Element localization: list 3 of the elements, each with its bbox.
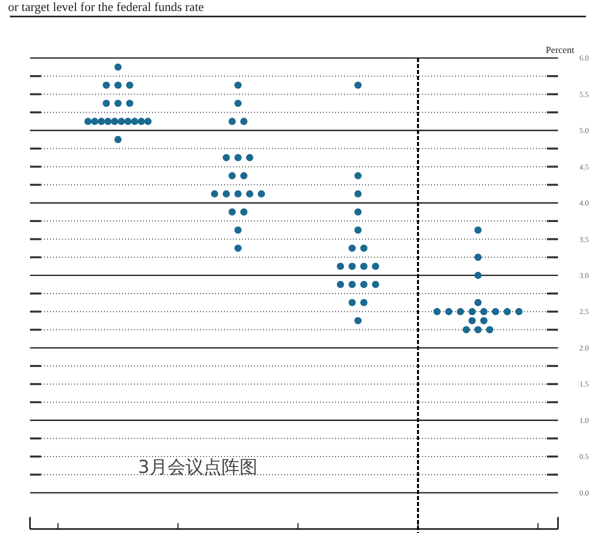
chart-title: or target level for the federal funds rate	[8, 0, 204, 14]
annotation: 3月会议点阵图	[138, 457, 258, 478]
y-axis-title: Percent	[546, 46, 575, 56]
